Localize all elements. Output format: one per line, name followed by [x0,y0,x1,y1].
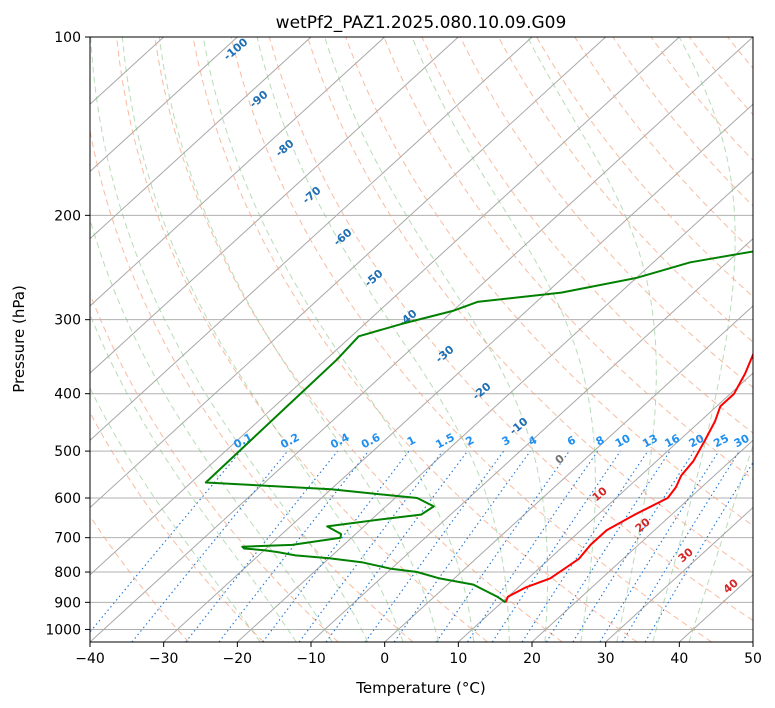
isotherm-line [457,372,753,642]
moist-adiabat [158,37,439,642]
y-tick-label: 100 [54,30,81,46]
mixing-ratio-line [621,450,740,642]
dry-adiabat [307,37,753,574]
y-tick-label: 400 [54,387,81,403]
dry-adiabat [230,37,712,642]
dry-adiabat [268,37,753,622]
plot-border [89,36,754,643]
axis-ticks: −40 −30 −20 −10 0 10 20 30 40 50 100 200 300 400 500 60… [45,30,762,667]
dry-adiabat [116,37,488,642]
y-tick-label: 700 [54,531,81,547]
isotherm-line [384,305,753,642]
isotherm-line [605,506,753,642]
mixing-ratio-label: 30 [732,432,752,451]
x-tick-label: 50 [744,651,762,667]
dry-adiabat [154,37,563,642]
y-tick-label: 900 [54,595,81,611]
dry-adiabat [90,411,264,642]
isotherm-line [90,37,533,442]
isotherm-line [90,37,386,307]
mixing-ratio-line [545,450,671,642]
mixing-ratio-line [599,450,720,642]
isotherm-line [310,237,753,642]
x-tick-label: −40 [75,651,105,667]
mixing-ratio-line [131,450,289,642]
dry-adiabat [536,37,753,298]
moist-adiabat [527,37,657,642]
mixing-ratio-label: 25 [711,432,731,451]
y-tick-label: 800 [54,565,81,581]
y-tick-label: 600 [54,491,81,507]
mixing-ratio-label: 13 [640,432,660,451]
dewpoint-profile-line [204,250,753,604]
x-tick-label: −20 [223,651,253,667]
mixing-ratio-label: 10 [613,431,633,450]
dry-adiabat [90,127,414,642]
axes-frame [89,36,754,643]
moist-adiabat [121,37,404,642]
isotherm-line [90,37,459,374]
mixing-ratio-label: 16 [662,432,682,451]
mixing-ratio-line [491,450,621,642]
isotherm-line [90,37,753,642]
moist-adiabat [411,37,596,642]
mixing-ratio-line [572,450,695,642]
dry-adiabat [90,292,339,642]
y-axis-title: Pressure (hPa) [10,285,28,393]
dry-adiabat [345,37,753,527]
y-tick-label: 500 [54,444,81,460]
moist-adiabat [324,37,549,642]
moist-adiabat [90,313,297,642]
y-tick-label: 1000 [45,622,81,638]
dry-adiabat [192,37,638,642]
isotherm-line [90,37,312,240]
mixing-ratio-line [467,450,599,642]
y-tick-label: 200 [54,208,81,224]
mixing-ratio-line [521,450,649,642]
chart-title: wetPf2_PAZ1.2025.080.10.09.G09 [276,13,567,33]
x-axis-title: Temperature (°C) [355,679,485,697]
mixing-ratio-line [644,461,753,642]
moist-adiabat [688,444,753,642]
moist-adiabat [90,387,261,642]
x-tick-label: 10 [449,651,467,667]
x-tick-label: 20 [523,651,541,667]
mixing-ratio-line [435,450,570,642]
moist-adiabat [202,37,475,642]
isotherm-line [90,37,238,173]
isotherm-line [531,439,753,642]
x-tick-label: 0 [380,651,389,667]
mixing-ratio-line [185,450,339,642]
moist-adiabat [652,37,736,642]
y-tick-label: 300 [54,313,81,329]
temperature-profile-line [504,352,753,603]
x-tick-label: −30 [149,651,179,667]
isotherm-line [236,170,753,642]
mixing-ratio-line [393,450,531,642]
isotherm-line [90,37,607,509]
x-tick-label: 40 [670,651,688,667]
dry-adiabat [90,515,190,642]
moist-adiabat [90,217,333,642]
isotherm-line [90,37,680,576]
moist-adiabat [90,37,369,642]
x-tick-label: −10 [296,651,326,667]
isotherm-line [163,103,753,642]
x-tick-label: 30 [597,651,615,667]
